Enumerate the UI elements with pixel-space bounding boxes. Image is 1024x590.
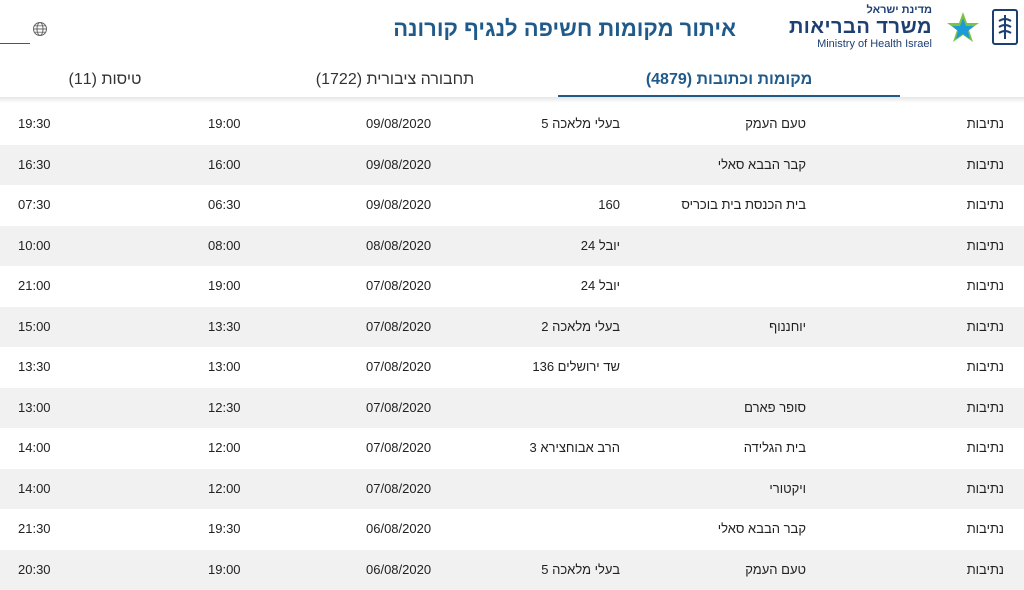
table-row: נתיבות קבר הבבא סאלי 06/08/2020 19:30 21… [0, 509, 1024, 550]
date-cell: 09/08/2020 [366, 145, 431, 186]
address-cell: שד ירושלים 136 [532, 347, 620, 388]
table-row: נתיבות בית הגלידה הרב אבוחצירא 3 07/08/2… [0, 428, 1024, 469]
end-time-cell: 14:00 [18, 428, 51, 469]
city-cell: נתיבות [967, 550, 1004, 590]
date-cell: 06/08/2020 [366, 509, 431, 550]
start-time-cell: 19:30 [208, 509, 241, 550]
table-row: נתיבות טעם העמק בעלי מלאכה 5 06/08/2020 … [0, 550, 1024, 590]
address-cell: 160 [598, 185, 620, 226]
date-cell: 06/08/2020 [366, 550, 431, 590]
date-cell: 07/08/2020 [366, 469, 431, 510]
language-underline [0, 43, 30, 44]
city-cell: נתיבות [967, 145, 1004, 186]
end-time-cell: 15:00 [18, 307, 51, 348]
city-cell: נתיבות [967, 469, 1004, 510]
table-row: נתיבות יובל 24 08/08/2020 08:00 10:00 [0, 226, 1024, 267]
date-cell: 07/08/2020 [366, 428, 431, 469]
start-time-cell: 12:00 [208, 469, 241, 510]
place-cell: יוחננוף [769, 307, 806, 348]
tabs-bar: מקומות וכתובות (4879) תחבורה ציבורית (17… [0, 62, 1024, 98]
tab-flights[interactable]: טיסות (11) [0, 62, 210, 98]
city-cell: נתיבות [967, 428, 1004, 469]
table-row: נתיבות ויקטורי 07/08/2020 12:00 14:00 [0, 469, 1024, 510]
city-cell: נתיבות [967, 388, 1004, 429]
start-time-cell: 13:00 [208, 347, 241, 388]
tabs-shadow [0, 97, 1024, 103]
start-time-cell: 12:00 [208, 428, 241, 469]
exposure-list: נתיבות טעם העמק בעלי מלאכה 5 09/08/2020 … [0, 104, 1024, 590]
tab-places[interactable]: מקומות וכתובות (4879) [558, 62, 900, 98]
start-time-cell: 12:30 [208, 388, 241, 429]
table-row: נתיבות טעם העמק בעלי מלאכה 5 09/08/2020 … [0, 104, 1024, 145]
start-time-cell: 19:00 [208, 104, 241, 145]
city-cell: נתיבות [967, 307, 1004, 348]
end-time-cell: 14:00 [18, 469, 51, 510]
place-cell: קבר הבבא סאלי [718, 145, 806, 186]
date-cell: 07/08/2020 [366, 266, 431, 307]
end-time-cell: 10:00 [18, 226, 51, 267]
address-cell: בעלי מלאכה 5 [541, 104, 620, 145]
end-time-cell: 20:30 [18, 550, 51, 590]
end-time-cell: 13:30 [18, 347, 51, 388]
end-time-cell: 13:00 [18, 388, 51, 429]
place-cell: טעם העמק [745, 104, 806, 145]
end-time-cell: 21:00 [18, 266, 51, 307]
city-cell: נתיבות [967, 266, 1004, 307]
place-cell: בית הכנסת בית בוכריס [681, 185, 806, 226]
page-title: איתור מקומות חשיפה לנגיף קורונה [393, 16, 736, 42]
language-selector[interactable] [0, 17, 60, 43]
address-cell: יובל 24 [581, 226, 620, 267]
ministry-state-label: מדינת ישראל [782, 4, 932, 16]
start-time-cell: 19:00 [208, 550, 241, 590]
end-time-cell: 19:30 [18, 104, 51, 145]
date-cell: 09/08/2020 [366, 185, 431, 226]
place-cell: סופר פארם [744, 388, 806, 429]
date-cell: 08/08/2020 [366, 226, 431, 267]
table-row: נתיבות יובל 24 07/08/2020 19:00 21:00 [0, 266, 1024, 307]
start-time-cell: 19:00 [208, 266, 241, 307]
table-row: נתיבות שד ירושלים 136 07/08/2020 13:00 1… [0, 347, 1024, 388]
place-cell: קבר הבבא סאלי [718, 509, 806, 550]
ministry-logo-icon [943, 10, 983, 46]
place-cell: בית הגלידה [744, 428, 806, 469]
city-cell: נתיבות [967, 185, 1004, 226]
globe-icon[interactable] [32, 21, 48, 37]
address-cell: בעלי מלאכה 5 [541, 550, 620, 590]
address-cell: הרב אבוחצירא 3 [530, 428, 620, 469]
address-cell: יובל 24 [581, 266, 620, 307]
table-row: נתיבות סופר פארם 07/08/2020 12:30 13:00 [0, 388, 1024, 429]
start-time-cell: 13:30 [208, 307, 241, 348]
table-row: נתיבות יוחננוף בעלי מלאכה 2 07/08/2020 1… [0, 307, 1024, 348]
date-cell: 09/08/2020 [366, 104, 431, 145]
place-cell: טעם העמק [745, 550, 806, 590]
address-cell: בעלי מלאכה 2 [541, 307, 620, 348]
ministry-hebrew-name: משרד הבריאות [782, 16, 932, 38]
table-row: נתיבות בית הכנסת בית בוכריס 160 09/08/20… [0, 185, 1024, 226]
start-time-cell: 06:30 [208, 185, 241, 226]
end-time-cell: 16:30 [18, 145, 51, 186]
date-cell: 07/08/2020 [366, 388, 431, 429]
ministry-name: מדינת ישראל משרד הבריאות Ministry of Hea… [782, 4, 932, 50]
end-time-cell: 07:30 [18, 185, 51, 226]
tab-public-transport[interactable]: תחבורה ציבורית (1722) [240, 62, 550, 98]
start-time-cell: 16:00 [208, 145, 241, 186]
ministry-english-name: Ministry of Health Israel [782, 38, 932, 50]
date-cell: 07/08/2020 [366, 347, 431, 388]
city-cell: נתיבות [967, 347, 1004, 388]
city-cell: נתיבות [967, 226, 1004, 267]
state-emblem-icon [992, 9, 1018, 45]
site-header: מדינת ישראל משרד הבריאות Ministry of Hea… [0, 0, 1024, 63]
date-cell: 07/08/2020 [366, 307, 431, 348]
city-cell: נתיבות [967, 104, 1004, 145]
city-cell: נתיבות [967, 509, 1004, 550]
table-row: נתיבות קבר הבבא סאלי 09/08/2020 16:00 16… [0, 145, 1024, 186]
end-time-cell: 21:30 [18, 509, 51, 550]
place-cell: ויקטורי [769, 469, 806, 510]
start-time-cell: 08:00 [208, 226, 241, 267]
